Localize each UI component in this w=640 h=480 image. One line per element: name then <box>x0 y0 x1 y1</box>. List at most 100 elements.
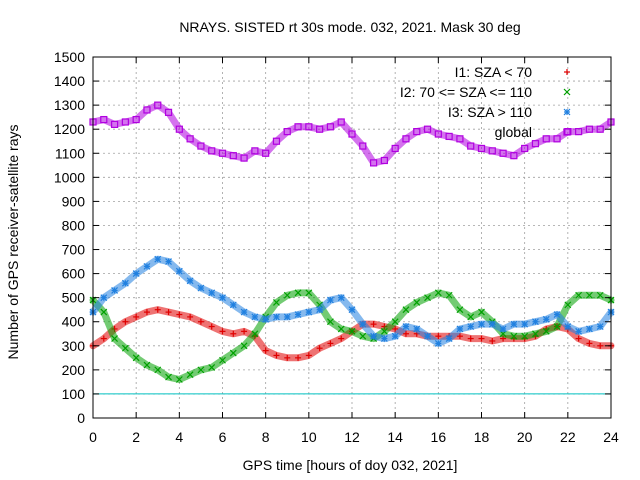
data-point <box>337 294 345 302</box>
data-point <box>219 328 226 335</box>
data-point <box>456 333 463 340</box>
data-point <box>380 327 388 335</box>
data-point <box>133 313 140 320</box>
data-point <box>542 135 550 143</box>
data-point <box>488 147 496 155</box>
legend-marker <box>563 108 571 116</box>
data-point <box>143 309 150 316</box>
data-point <box>121 279 129 287</box>
data-point <box>208 147 216 155</box>
x-tick-label: 16 <box>431 429 447 445</box>
data-point <box>197 366 205 374</box>
data-point <box>316 125 324 133</box>
y-tick-label: 200 <box>62 362 86 378</box>
x-tick-label: 20 <box>517 429 533 445</box>
data-point <box>391 144 399 153</box>
data-point <box>175 376 183 383</box>
data-point <box>391 332 399 340</box>
data-point <box>251 147 259 155</box>
data-point <box>305 352 312 359</box>
data-point <box>370 321 377 328</box>
data-point <box>423 125 432 133</box>
legend: I1: SZA < 70 I2: 70 <= SZA <= 110 I3: SZA … <box>400 64 571 140</box>
data-point <box>240 342 248 350</box>
data-point <box>467 335 474 342</box>
x-tick-label: 4 <box>175 429 183 445</box>
data-point <box>510 320 518 328</box>
data-point <box>521 320 529 328</box>
y-tick-label: 1200 <box>54 121 85 137</box>
data-point <box>402 323 410 330</box>
data-point <box>467 323 475 330</box>
data-point <box>187 313 194 320</box>
legend-label: global <box>495 124 532 140</box>
chart-title: NRAYS. SISTED rt 30s mode. 032, 2021. Ma… <box>179 19 520 35</box>
data-point <box>542 315 550 323</box>
data-point <box>326 296 334 304</box>
legend-marker <box>563 88 571 96</box>
data-point <box>208 323 215 330</box>
data-point <box>532 330 539 338</box>
series-i2-70-sza-110 <box>89 289 615 383</box>
x-tick-label: 18 <box>474 429 490 445</box>
data-point <box>402 330 409 337</box>
x-tick-label: 10 <box>301 429 317 445</box>
x-tick-label: 12 <box>344 429 360 445</box>
y-tick-label: 1000 <box>54 169 85 185</box>
data-point <box>262 347 269 354</box>
data-point <box>132 115 140 124</box>
axis-ticks: 0100200300400500600700800900100011001200… <box>54 49 619 445</box>
data-point <box>262 315 270 323</box>
data-point <box>176 311 183 318</box>
data-point <box>305 123 313 131</box>
data-point <box>596 291 604 299</box>
data-point <box>575 335 582 342</box>
y-tick-label: 1500 <box>54 49 85 65</box>
data-point <box>434 289 442 297</box>
data-point <box>531 140 540 148</box>
y-tick-label: 1300 <box>54 97 85 113</box>
data-point <box>273 313 280 321</box>
data-point <box>273 299 280 306</box>
data-point <box>197 142 205 150</box>
data-point <box>510 332 518 340</box>
y-tick-label: 1100 <box>55 145 85 161</box>
data-point <box>359 320 367 328</box>
data-point <box>273 352 280 359</box>
data-point <box>219 356 226 364</box>
data-point <box>585 291 593 299</box>
data-point <box>402 135 410 143</box>
data-point <box>434 130 442 138</box>
data-point <box>316 306 324 314</box>
data-point <box>327 340 334 347</box>
data-point <box>489 337 496 344</box>
data-point <box>392 325 399 332</box>
data-point <box>499 149 507 157</box>
x-tick-label: 0 <box>89 429 97 445</box>
data-point <box>337 325 345 333</box>
data-point <box>175 125 183 133</box>
data-point <box>218 149 227 157</box>
data-point <box>197 318 204 325</box>
data-point <box>521 144 529 153</box>
data-point <box>338 335 345 342</box>
y-tick-label: 900 <box>62 193 86 209</box>
data-point <box>553 311 561 318</box>
data-point <box>585 125 594 133</box>
y-tick-label: 400 <box>62 314 86 330</box>
data-point <box>240 308 248 316</box>
y-tick-label: 500 <box>62 290 86 306</box>
data-point <box>143 262 151 270</box>
data-point <box>251 330 259 338</box>
data-point <box>154 255 162 263</box>
data-point <box>165 373 172 381</box>
data-point <box>553 323 561 330</box>
data-point <box>229 349 237 357</box>
data-point <box>294 311 302 318</box>
data-point <box>251 313 259 321</box>
data-point <box>186 371 194 379</box>
data-point <box>175 267 183 275</box>
data-point <box>240 154 248 162</box>
data-point <box>575 327 583 335</box>
